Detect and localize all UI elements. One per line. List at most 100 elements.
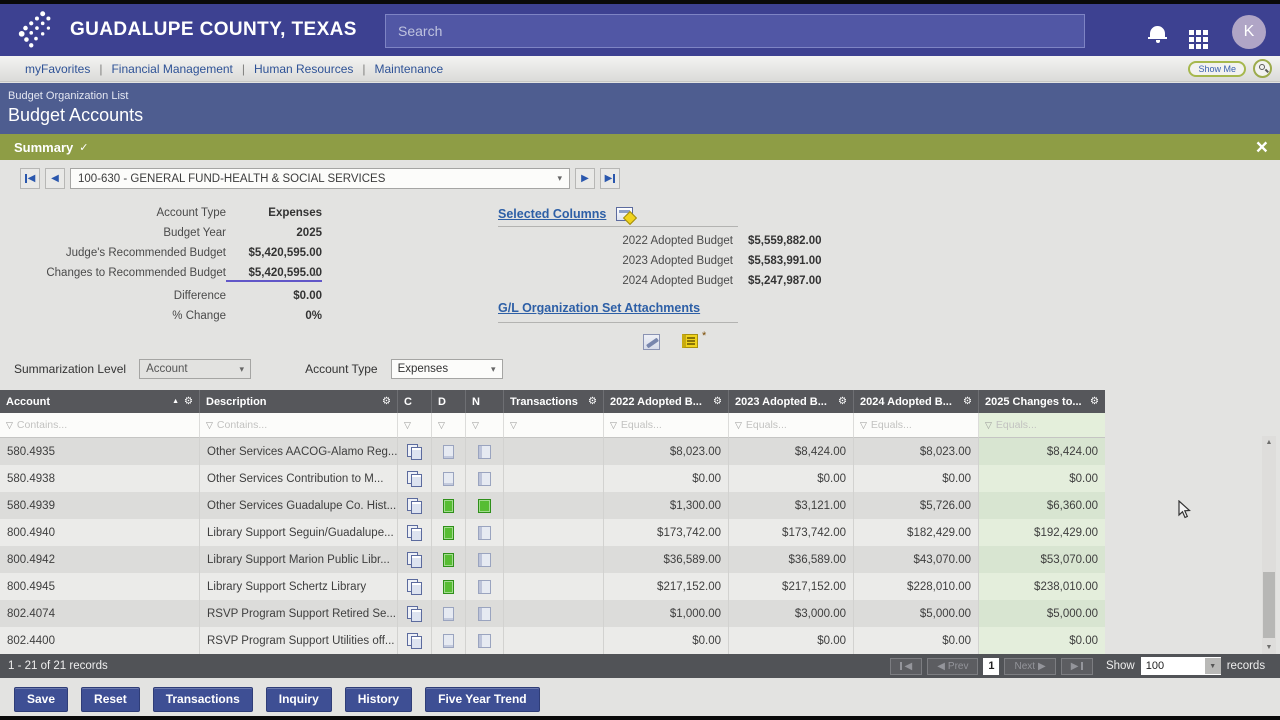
copy-icon[interactable] bbox=[407, 444, 422, 460]
filter-transactions[interactable]: ▽ bbox=[504, 413, 604, 438]
nav-item-myfavorites[interactable]: myFavorites bbox=[25, 61, 91, 76]
note-icon[interactable] bbox=[478, 498, 491, 513]
nav-item-maintenance[interactable]: Maintenance bbox=[374, 61, 444, 76]
document-icon[interactable] bbox=[443, 633, 454, 648]
filter-2024[interactable]: ▽ Equals... bbox=[854, 413, 979, 438]
vertical-scrollbar[interactable]: ▲ ▼ bbox=[1262, 436, 1276, 654]
copy-icon[interactable] bbox=[407, 606, 422, 622]
search-input[interactable]: Search bbox=[385, 14, 1085, 48]
save-button[interactable]: Save bbox=[14, 687, 69, 712]
gear-icon[interactable]: ⚙ bbox=[1090, 396, 1099, 407]
record-selector[interactable]: 100-630 - GENERAL FUND-HEALTH & SOCIAL S… bbox=[70, 168, 570, 189]
table-row[interactable]: 580.4935 Other Services AACOG-Alamo Reg.… bbox=[0, 438, 1105, 465]
column-header-n[interactable]: N bbox=[466, 390, 504, 413]
first-record-button[interactable]: ◀ bbox=[20, 168, 40, 189]
last-page-button[interactable]: ▶ bbox=[1060, 657, 1093, 675]
gear-icon[interactable]: ⚙ bbox=[963, 396, 972, 407]
nav-item-human-resources[interactable]: Human Resources bbox=[254, 61, 354, 76]
next-page-button[interactable]: Next ▶ bbox=[1004, 657, 1056, 675]
gear-icon[interactable]: ⚙ bbox=[382, 396, 391, 407]
inquiry-button[interactable]: Inquiry bbox=[265, 687, 332, 712]
note-icon[interactable] bbox=[478, 606, 491, 621]
notifications-bell-icon[interactable] bbox=[1148, 25, 1167, 43]
copy-icon[interactable] bbox=[407, 579, 422, 595]
column-header-account[interactable]: Account ▲ ⚙ bbox=[0, 390, 200, 413]
edit-attachment-icon[interactable] bbox=[643, 334, 660, 350]
column-header-2023[interactable]: 2023 Adopted B... ⚙ bbox=[729, 390, 854, 413]
gl-attachments-link[interactable]: G/L Organization Set Attachments bbox=[498, 301, 701, 315]
last-record-button[interactable]: ▶ bbox=[600, 168, 620, 189]
app-grid-icon[interactable] bbox=[1189, 29, 1194, 35]
document-icon[interactable] bbox=[443, 552, 454, 567]
table-row[interactable]: 800.4945 Library Support Schertz Library… bbox=[0, 573, 1105, 600]
reset-button[interactable]: Reset bbox=[81, 687, 140, 712]
user-avatar[interactable]: K bbox=[1232, 15, 1266, 49]
note-icon[interactable] bbox=[478, 471, 491, 486]
column-header-description[interactable]: Description ⚙ bbox=[200, 390, 398, 413]
summary-tab-label[interactable]: Summary bbox=[14, 139, 74, 155]
filter-2025[interactable]: ▽ Equals... bbox=[979, 413, 1105, 438]
copy-icon[interactable] bbox=[407, 498, 422, 514]
filter-description[interactable]: ▽ Contains... bbox=[200, 413, 398, 438]
next-record-button[interactable]: ▶ bbox=[575, 168, 595, 189]
page-size-select[interactable]: 100 ▼ bbox=[1140, 657, 1221, 675]
gear-icon[interactable]: ⚙ bbox=[184, 396, 193, 407]
document-icon[interactable] bbox=[443, 444, 454, 459]
account-type-select[interactable]: Expenses ▾ bbox=[390, 359, 503, 379]
previous-record-button[interactable]: ◀ bbox=[45, 168, 65, 189]
show-me-button[interactable]: Show Me bbox=[1188, 60, 1246, 77]
filter-d[interactable]: ▽ bbox=[432, 413, 466, 438]
copy-icon[interactable] bbox=[407, 633, 422, 649]
column-header-2022[interactable]: 2022 Adopted B... ⚙ bbox=[604, 390, 729, 413]
note-icon[interactable] bbox=[478, 633, 491, 648]
breadcrumb[interactable]: Budget Organization List bbox=[8, 90, 129, 102]
document-icon[interactable] bbox=[443, 606, 454, 621]
changes-to-recommended-input[interactable]: $5,420,595.00 bbox=[226, 267, 322, 282]
filter-n[interactable]: ▽ bbox=[466, 413, 504, 438]
scrollbar-thumb[interactable] bbox=[1263, 572, 1275, 638]
table-row[interactable]: 800.4942 Library Support Marion Public L… bbox=[0, 546, 1105, 573]
table-row[interactable]: 580.4938 Other Services Contribution to … bbox=[0, 465, 1105, 492]
filter-2023[interactable]: ▽ Equals... bbox=[729, 413, 854, 438]
selected-columns-link[interactable]: Selected Columns bbox=[498, 207, 607, 221]
document-icon[interactable] bbox=[443, 525, 454, 540]
summarization-level-select[interactable]: Account ▾ bbox=[139, 359, 252, 379]
scroll-down-icon[interactable]: ▼ bbox=[1265, 644, 1273, 651]
table-row[interactable]: 802.4400 RSVP Program Support Utilities … bbox=[0, 627, 1105, 654]
column-header-2024[interactable]: 2024 Adopted B... ⚙ bbox=[854, 390, 979, 413]
table-row[interactable]: 580.4939 Other Services Guadalupe Co. Hi… bbox=[0, 492, 1105, 519]
note-icon[interactable] bbox=[478, 552, 491, 567]
scroll-up-icon[interactable]: ▲ bbox=[1265, 439, 1273, 446]
five-year-trend-button[interactable]: Five Year Trend bbox=[425, 687, 540, 712]
filter-c[interactable]: ▽ bbox=[398, 413, 432, 438]
gear-icon[interactable]: ⚙ bbox=[838, 396, 847, 407]
note-icon[interactable] bbox=[478, 444, 491, 459]
document-icon[interactable] bbox=[443, 471, 454, 486]
filter-2022[interactable]: ▽ Equals... bbox=[604, 413, 729, 438]
document-icon[interactable] bbox=[443, 498, 454, 513]
document-icon[interactable] bbox=[443, 579, 454, 594]
copy-icon[interactable] bbox=[407, 525, 422, 541]
history-button[interactable]: History bbox=[344, 687, 413, 712]
column-header-transactions[interactable]: Transactions ⚙ bbox=[504, 390, 604, 413]
copy-icon[interactable] bbox=[407, 471, 422, 487]
column-header-2025[interactable]: 2025 Changes to... ⚙ bbox=[979, 390, 1105, 413]
column-header-c[interactable]: C bbox=[398, 390, 432, 413]
filter-account[interactable]: ▽ Contains... bbox=[0, 413, 200, 438]
note-icon[interactable] bbox=[478, 579, 491, 594]
table-row[interactable]: 802.4074 RSVP Program Support Retired Se… bbox=[0, 600, 1105, 627]
gear-icon[interactable]: ⚙ bbox=[713, 396, 722, 407]
close-icon[interactable]: × bbox=[1255, 135, 1268, 159]
transactions-button[interactable]: Transactions bbox=[152, 687, 253, 712]
attachments-book-icon[interactable] bbox=[682, 334, 698, 348]
search-help-icon[interactable] bbox=[1253, 59, 1272, 78]
gear-icon[interactable]: ⚙ bbox=[588, 396, 597, 407]
nav-item-financial-management[interactable]: Financial Management bbox=[111, 61, 233, 76]
column-chooser-icon[interactable] bbox=[616, 207, 634, 221]
note-icon[interactable] bbox=[478, 525, 491, 540]
prev-page-button[interactable]: ◀ Prev bbox=[927, 657, 979, 675]
table-row[interactable]: 800.4940 Library Support Seguin/Guadalup… bbox=[0, 519, 1105, 546]
column-header-d[interactable]: D bbox=[432, 390, 466, 413]
copy-icon[interactable] bbox=[407, 552, 422, 568]
first-page-button[interactable]: ◀ bbox=[890, 657, 923, 675]
